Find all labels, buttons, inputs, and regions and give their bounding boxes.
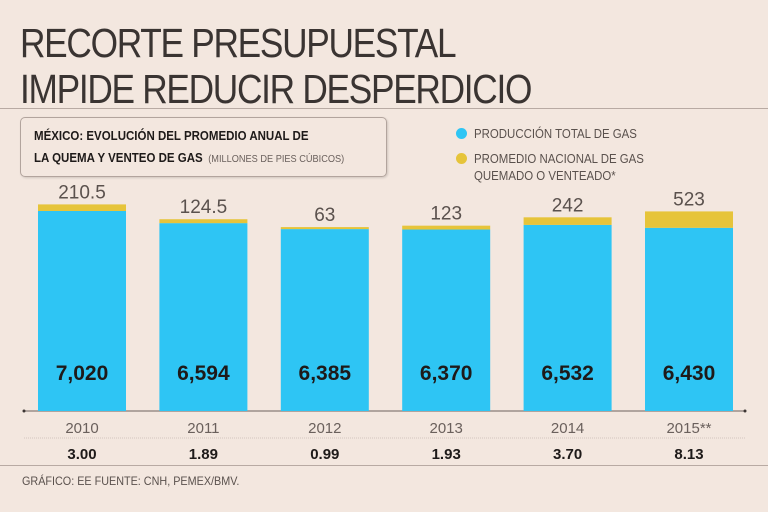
production-value-label: 6,594: [177, 362, 230, 385]
bar-production: [523, 224, 612, 411]
percent-label: 1.89: [189, 446, 218, 463]
percent-label: 3.00: [67, 446, 96, 463]
bar-flared: [402, 225, 491, 230]
year-tick-label: 2014: [551, 420, 584, 437]
bar-production: [159, 223, 248, 411]
chart-units: (MILLONES DE PIES CÚBICOS): [208, 154, 345, 165]
axis-end-dot: [22, 409, 26, 413]
legend-label-flared-2: QUEMADO O VENTEADO*: [474, 168, 616, 183]
legend-label-production: PRODUCCIÓN TOTAL DE GAS: [474, 126, 637, 141]
bar-production: [280, 229, 369, 411]
year-tick-label: 2015**: [666, 420, 711, 437]
legend-swatch-production: [456, 128, 467, 139]
bar-flared: [38, 204, 126, 211]
headline-line-2: IMPIDE REDUCIR DESPERDICIO: [20, 66, 532, 112]
percent-label: 3.70: [553, 446, 582, 463]
year-tick-label: 2013: [430, 420, 463, 437]
year-tick-label: 2011: [187, 420, 219, 437]
production-value-label: 7,020: [56, 362, 109, 385]
bar-production: [645, 227, 733, 411]
chart-title-line-1: MÉXICO: EVOLUCIÓN DEL PROMEDIO ANUAL DE: [34, 129, 309, 143]
production-value-label: 6,532: [541, 362, 594, 385]
percent-label: 0.99: [310, 446, 339, 463]
bar-flared: [645, 211, 733, 228]
headline-line-1: RECORTE PRESUPUESTAL: [20, 20, 457, 66]
flared-value-label: 242: [552, 195, 584, 216]
flared-value-label: 63: [314, 205, 335, 226]
bar-flared: [280, 227, 369, 230]
chart-title-box: MÉXICO: EVOLUCIÓN DEL PROMEDIO ANUAL DE …: [20, 117, 387, 177]
production-value-label: 6,385: [299, 362, 352, 385]
flared-value-label: 210.5: [58, 182, 106, 203]
bar-flared: [159, 219, 248, 224]
bar-production: [38, 211, 126, 411]
legend-label-flared-1: PROMEDIO NACIONAL DE GAS: [474, 151, 644, 166]
header-divider: [0, 108, 768, 109]
bar-production: [402, 229, 491, 411]
year-tick-label: 2012: [308, 420, 341, 437]
flared-value-label: 124.5: [180, 197, 228, 218]
production-value-label: 6,430: [663, 362, 716, 385]
percent-label: 1.93: [432, 446, 461, 463]
percent-label: 8.13: [674, 446, 703, 463]
flared-value-label: 523: [673, 189, 705, 210]
footer-divider: [0, 465, 768, 466]
year-tick-label: 2010: [65, 420, 98, 437]
flared-value-label: 123: [430, 204, 462, 225]
axis-end-dot: [743, 409, 747, 413]
legend-swatch-flared: [456, 153, 467, 164]
chart-title-line-2: LA QUEMA Y VENTEO DE GAS: [34, 151, 203, 165]
source-footer: GRÁFICO: EE FUENTE: CNH, PEMEX/BMV.: [22, 474, 240, 488]
bar-flared: [523, 217, 612, 225]
production-value-label: 6,370: [420, 362, 473, 385]
